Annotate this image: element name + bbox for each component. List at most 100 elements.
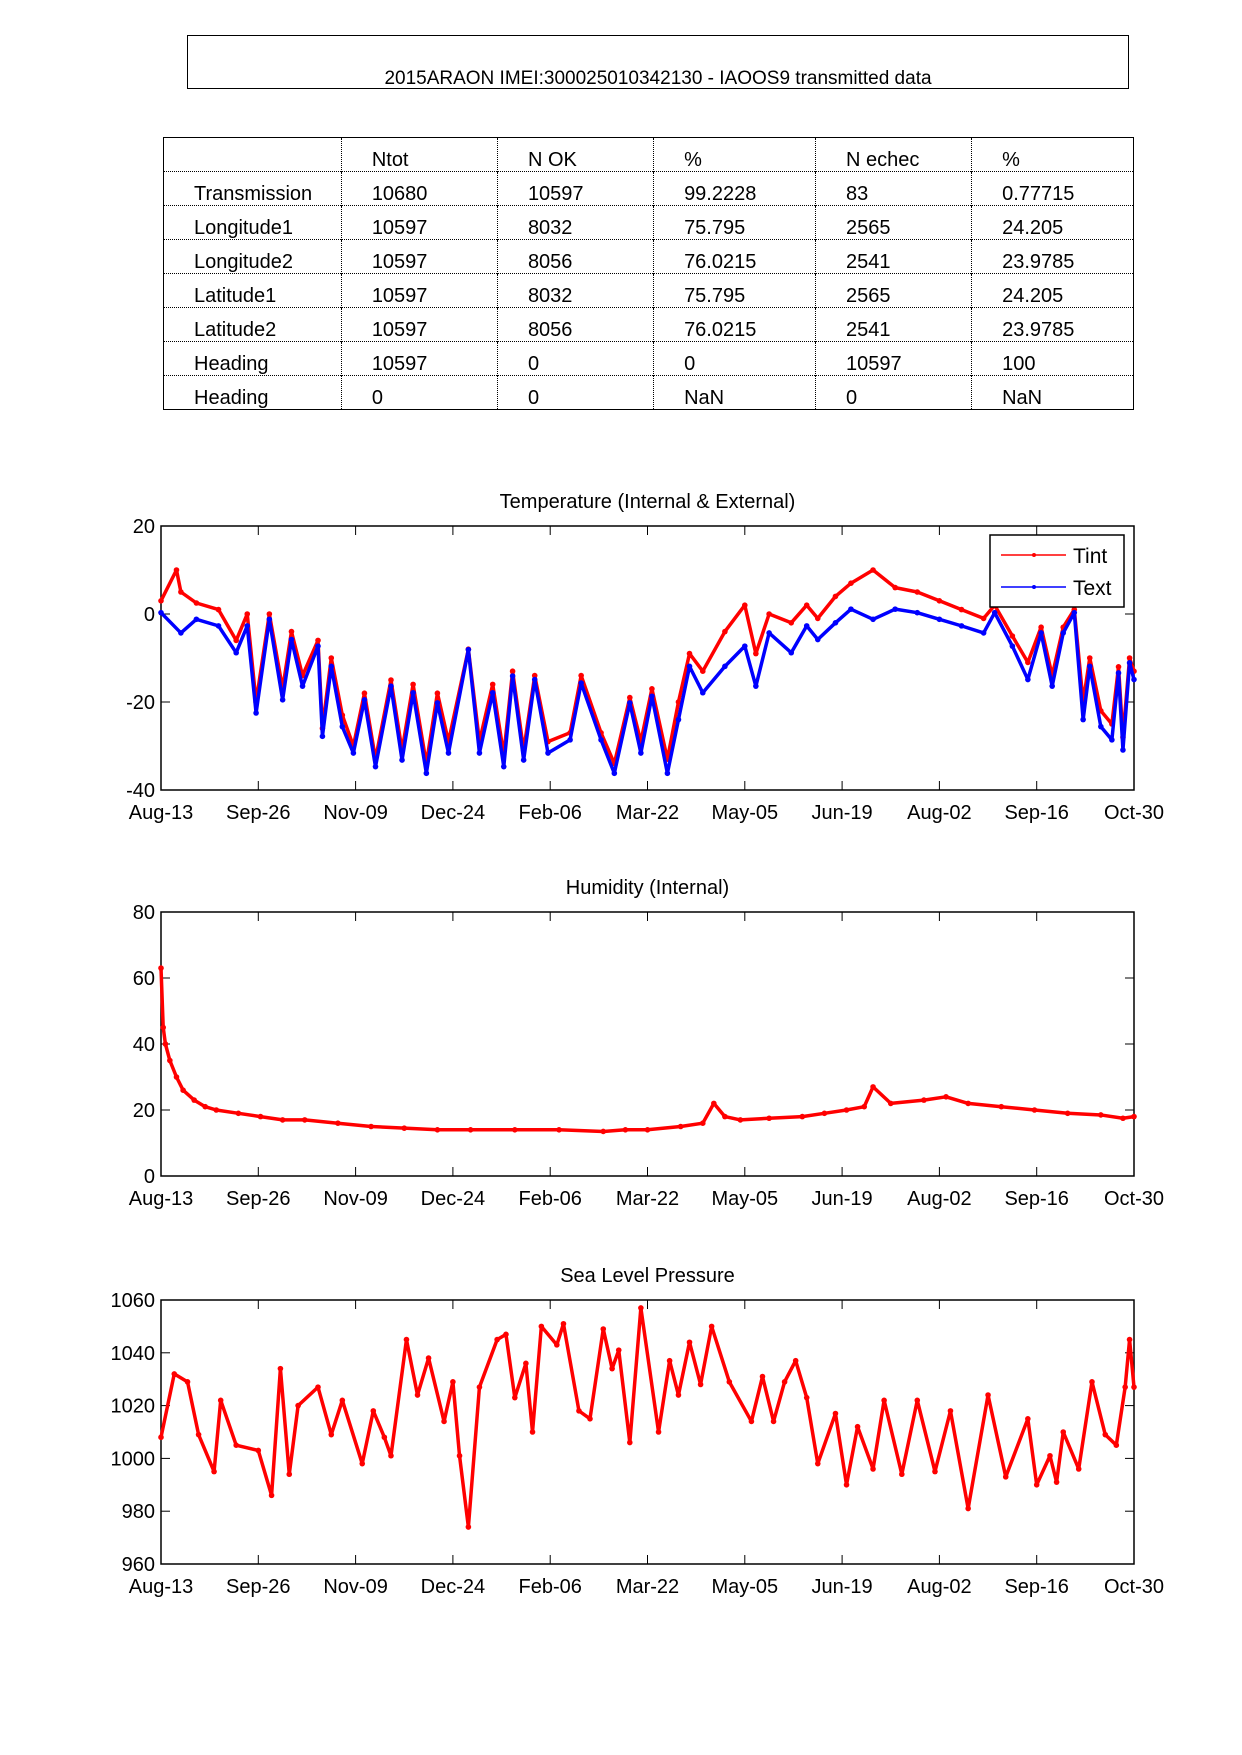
x-tick-label: Mar-22	[616, 802, 679, 824]
data-point-text	[500, 763, 507, 770]
table-cell: 10680	[340, 171, 498, 206]
data-point-text	[445, 750, 452, 756]
table-cell: 75.795	[653, 205, 816, 240]
row-label: Heading	[163, 375, 342, 410]
x-tick-label: Aug-13	[129, 1576, 194, 1598]
data-point-text	[1038, 630, 1044, 636]
y-tick-label: 980	[122, 1501, 155, 1523]
data-point-humidity	[368, 1123, 374, 1130]
data-point-tint	[1126, 655, 1133, 661]
data-point-text	[279, 697, 286, 703]
data-point-text	[848, 606, 854, 612]
data-point-pressure	[184, 1379, 191, 1385]
data-point-humidity	[861, 1103, 868, 1110]
data-point-text	[578, 680, 584, 686]
data-point-humidity	[213, 1107, 220, 1113]
data-point-humidity	[998, 1103, 1005, 1110]
data-point-text	[627, 700, 633, 706]
x-tick-label: Sep-26	[226, 1576, 291, 1598]
data-point-tint	[193, 600, 200, 606]
data-point-text	[372, 763, 379, 770]
data-point-pressure	[388, 1452, 394, 1459]
data-point-pressure	[748, 1418, 755, 1425]
data-point-text	[814, 636, 821, 643]
data-point-tint	[361, 690, 368, 696]
data-point-text	[567, 737, 573, 743]
data-point-text	[410, 689, 416, 696]
data-point-pressure	[359, 1460, 366, 1467]
table-row: Latitude2 10597 8056 76.0215 2541 23.9785	[163, 307, 1134, 342]
data-point-text	[766, 630, 772, 636]
table-row: Transmission 10680 10597 99.2228 83 0.77715	[163, 171, 1134, 206]
table-cell: 8032	[496, 205, 654, 240]
x-tick-label: Dec-24	[421, 1188, 485, 1210]
data-point-pressure	[476, 1384, 483, 1390]
data-point-pressure	[277, 1365, 284, 1372]
x-tick-label: Oct-30	[1104, 1576, 1164, 1598]
data-point-pressure	[814, 1460, 821, 1467]
data-point-humidity	[173, 1074, 180, 1080]
data-point-text	[675, 716, 682, 723]
data-point-humidity	[677, 1123, 684, 1130]
data-point-text	[892, 606, 898, 612]
data-point-pressure	[576, 1408, 582, 1414]
data-point-humidity	[191, 1097, 197, 1103]
data-point-humidity	[600, 1128, 607, 1135]
table-cell: 0	[814, 375, 972, 410]
data-point-pressure	[465, 1524, 472, 1530]
data-point-humidity	[699, 1120, 706, 1126]
y-tick-label: 0	[144, 604, 155, 626]
data-point-pressure	[627, 1439, 633, 1446]
data-point-pressure	[803, 1394, 810, 1401]
table-cell: 0	[653, 341, 816, 376]
data-point-humidity	[622, 1127, 629, 1133]
legend: Tint Text	[989, 534, 1125, 608]
data-point-pressure	[538, 1323, 545, 1330]
table-cell: 10597	[496, 171, 654, 206]
data-point-humidity	[162, 1041, 169, 1047]
data-point-pressure	[512, 1394, 518, 1401]
data-point-text	[1025, 676, 1031, 683]
data-point-tint	[848, 580, 854, 586]
x-tick-label: Dec-24	[421, 1576, 485, 1598]
x-tick-label: Oct-30	[1104, 1188, 1164, 1210]
data-point-pressure	[425, 1355, 432, 1361]
column-header	[164, 138, 342, 172]
x-tick-label: Mar-22	[616, 1576, 679, 1598]
data-point-humidity	[843, 1107, 850, 1113]
y-tick-label: 0	[144, 1166, 155, 1188]
data-point-pressure	[899, 1471, 905, 1478]
data-point-pressure	[854, 1423, 861, 1430]
data-point-text	[1131, 676, 1137, 683]
data-point-text	[722, 663, 728, 670]
data-point-pressure	[211, 1468, 217, 1475]
data-point-humidity	[1131, 1113, 1137, 1120]
data-point-text	[339, 723, 346, 730]
series-line-pressure	[159, 1306, 1136, 1529]
data-point-pressure	[843, 1482, 850, 1488]
data-point-text	[545, 750, 551, 756]
table-cell: 10597	[814, 341, 972, 376]
data-point-text	[958, 623, 965, 629]
table-cell: 8032	[496, 273, 654, 308]
data-point-text	[664, 770, 671, 777]
data-point-tint	[686, 650, 693, 657]
row-label: Longitude1	[163, 205, 342, 240]
data-point-humidity	[202, 1103, 209, 1110]
data-point-humidity	[158, 965, 164, 971]
table-row: Longitude2 10597 8056 76.0215 2541 23.9785	[163, 239, 1134, 274]
data-point-text	[489, 689, 496, 696]
data-point-pressure	[600, 1326, 607, 1332]
data-point-text	[638, 750, 644, 756]
data-point-pressure	[881, 1397, 887, 1404]
data-point-pressure	[666, 1357, 673, 1364]
data-point-text	[319, 733, 326, 740]
data-point-text	[233, 649, 239, 656]
data-point-text	[1109, 737, 1115, 743]
data-point-tint	[1086, 655, 1093, 661]
data-point-pressure	[638, 1305, 644, 1311]
table-row: Longitude1 10597 8032 75.795 2565 24.205	[163, 205, 1134, 240]
table-row: Latitude1 10597 8032 75.795 2565 24.205	[163, 273, 1134, 308]
data-point-pressure	[832, 1410, 839, 1417]
figure-title-box: 2015ARAON IMEI:300025010342130 - IAOOS9 …	[187, 35, 1129, 89]
